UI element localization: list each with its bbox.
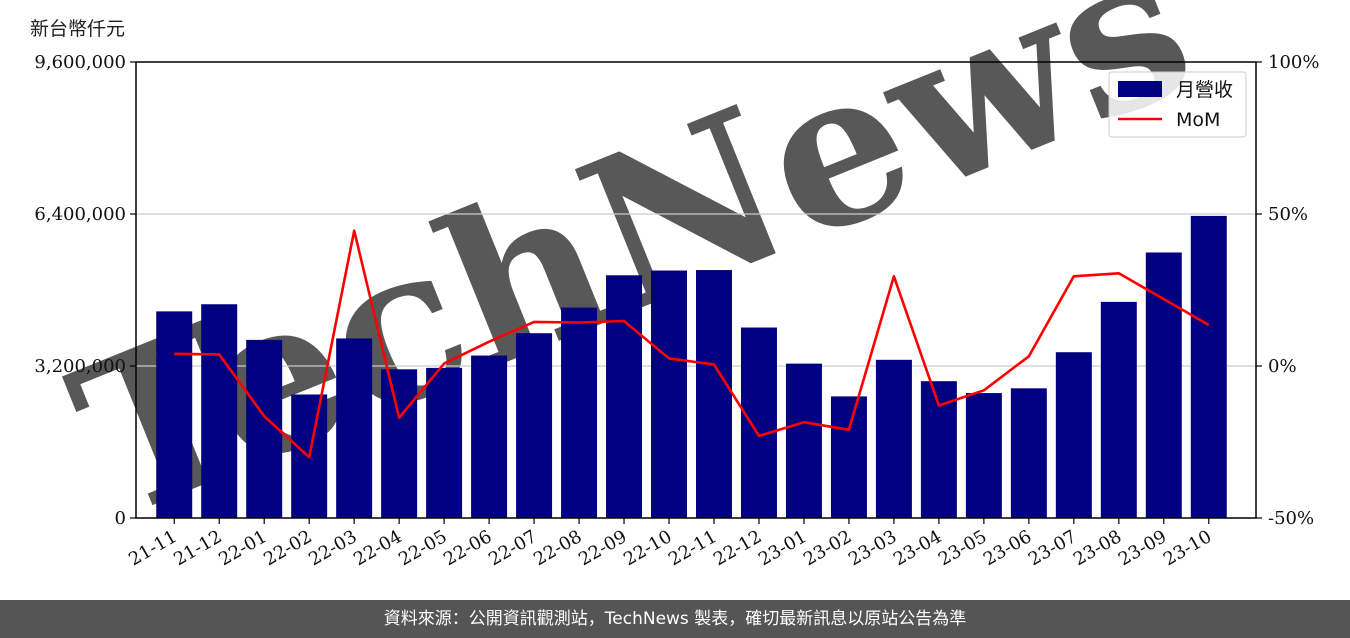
left-tick-label: 3,200,000 (34, 356, 126, 377)
x-tick-label: 23-06 (980, 526, 1035, 570)
x-tick-label: 23-10 (1160, 526, 1215, 570)
x-tick-label: 23-09 (1115, 526, 1170, 570)
source-footer: 資料來源：公開資訊觀測站，TechNews 製表，確切最新訊息以原站公告為準 (0, 600, 1350, 638)
x-tick-label: 23-04 (890, 526, 945, 570)
x-tick-label: 22-06 (440, 526, 495, 570)
left-tick-label: 6,400,000 (34, 204, 126, 225)
x-tick-label: 22-11 (665, 526, 720, 570)
x-tick-label: 23-05 (935, 526, 990, 570)
x-tick-label: 22-12 (710, 526, 765, 570)
left-tick-label: 0 (115, 508, 126, 529)
bar (336, 338, 373, 518)
bar (561, 307, 598, 518)
x-tick-label: 23-08 (1070, 526, 1125, 570)
bar (785, 363, 822, 518)
bar (1190, 215, 1227, 518)
x-tick-label: 22-03 (305, 526, 360, 570)
bar (1145, 252, 1182, 518)
bar (156, 311, 193, 518)
bar (381, 369, 418, 518)
right-tick-label: 100% (1268, 52, 1319, 73)
bar (471, 355, 508, 518)
left-tick-label: 9,600,000 (34, 52, 126, 73)
revenue-chart: TechNews 03,200,0006,400,0009,600,000-50… (34, 0, 1319, 570)
x-tick-label: 23-02 (800, 526, 855, 570)
x-tick-label: 23-03 (845, 526, 900, 570)
x-tick-label: 22-09 (575, 526, 630, 570)
x-tick-label: 22-02 (260, 526, 315, 570)
bar (965, 393, 1002, 518)
x-tick-label: 22-08 (530, 526, 585, 570)
legend-bar-swatch (1118, 81, 1162, 97)
legend: 月營收 MoM (1108, 71, 1247, 138)
bar (696, 270, 732, 518)
bar (1010, 388, 1047, 518)
mom-line (174, 229, 1210, 459)
x-tick-label: 23-07 (1025, 526, 1080, 570)
x-tick-label: 22-10 (620, 526, 675, 570)
y-axis-unit-label: 新台幣仟元 (30, 18, 126, 40)
bar (830, 396, 867, 518)
bar (740, 327, 777, 518)
legend-label-mom: MoM (1176, 109, 1220, 131)
x-tick-label: 22-04 (350, 526, 405, 570)
plot-frame (135, 61, 1257, 519)
bar (201, 304, 238, 518)
bar-series (156, 215, 1227, 518)
bar (426, 367, 463, 518)
legend-label-revenue: 月營收 (1176, 79, 1233, 101)
x-tick-label: 22-07 (485, 526, 540, 570)
bar (1055, 352, 1092, 518)
bar (1100, 301, 1137, 518)
bar (246, 339, 283, 518)
mom-line-series (174, 229, 1210, 459)
x-tick-label: 23-01 (755, 526, 810, 570)
x-tick-label: 22-01 (215, 526, 270, 570)
bar (606, 275, 643, 518)
bar (516, 333, 553, 518)
right-tick-label: 50% (1268, 204, 1308, 225)
x-tick-label: 22-05 (395, 526, 450, 570)
right-tick-label: 0% (1268, 356, 1297, 377)
bar (651, 270, 688, 518)
right-tick-label: -50% (1268, 508, 1314, 529)
bar (875, 359, 912, 518)
